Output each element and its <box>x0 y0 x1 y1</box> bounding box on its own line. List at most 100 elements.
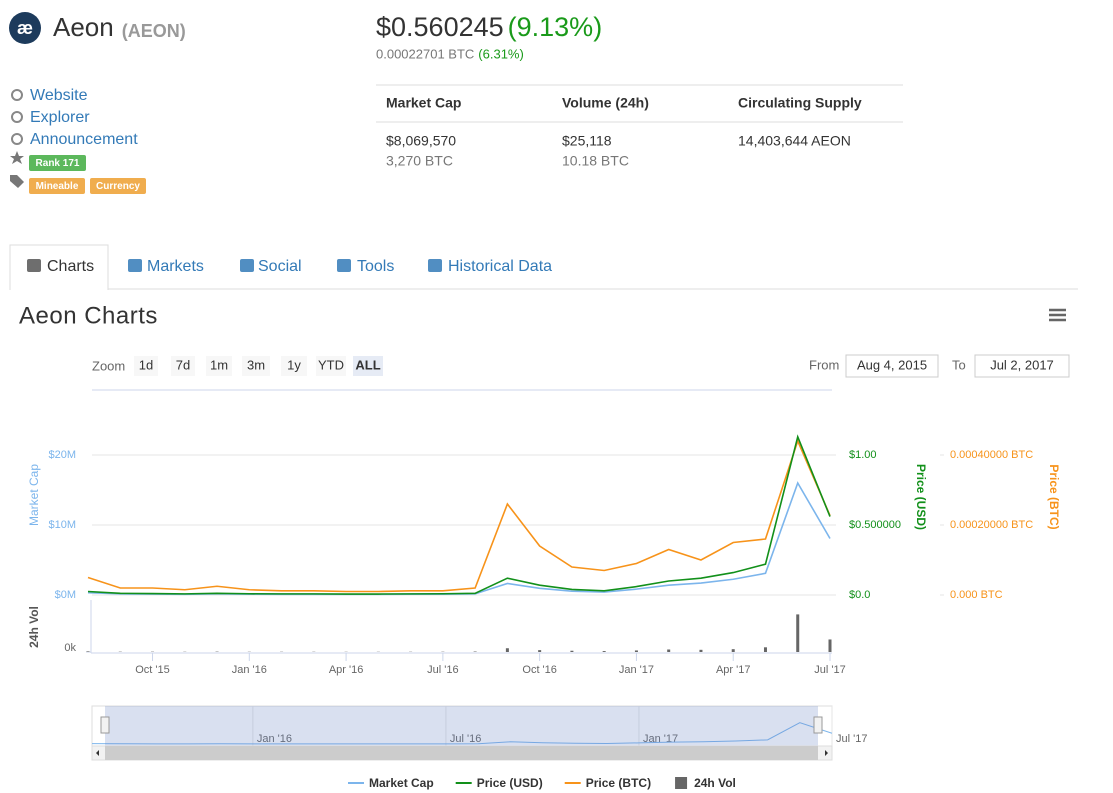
zoom-button[interactable] <box>206 356 232 376</box>
price: $0.560245 <box>376 12 504 42</box>
volume-bar <box>763 647 767 652</box>
link-icon <box>11 111 23 123</box>
volume-bar <box>538 650 542 652</box>
series-line <box>87 434 831 595</box>
rank-text: Rank 171 <box>36 158 80 169</box>
zoom-button-label[interactable]: 1d <box>139 357 153 372</box>
tab[interactable]: Markets <box>147 258 204 275</box>
volume-bar <box>570 650 574 652</box>
from-value[interactable]: Aug 4, 2015 <box>857 357 927 372</box>
tab[interactable]: Social <box>258 258 302 275</box>
zoom-button[interactable] <box>353 356 383 376</box>
stat-header: Volume (24h) <box>562 95 649 111</box>
zoom-label: Zoom <box>92 358 125 373</box>
volume-bar <box>667 649 671 652</box>
zoom-button-label[interactable]: 1m <box>210 357 228 372</box>
coin-name: Aeon <box>53 12 114 42</box>
to-label: To <box>952 357 966 372</box>
scrollbar-thumb[interactable] <box>105 746 818 760</box>
y3-tick-label: 0.00020000 BTC <box>950 519 1033 531</box>
series-line <box>87 481 831 596</box>
price-btc-change: (6.31%) <box>478 46 524 61</box>
volume-bar <box>828 639 832 652</box>
tag-icon <box>10 175 24 188</box>
volume-bar <box>86 651 90 652</box>
stat-value: 10.18 BTC <box>562 153 629 169</box>
rank-badge <box>29 155 86 171</box>
vol-tick-label: 0k <box>64 642 76 654</box>
series-line <box>87 438 831 593</box>
tab-icon <box>337 259 351 272</box>
navigator-line <box>91 722 833 745</box>
y3-tick-label: 0.000 BTC <box>950 589 1003 601</box>
y2-axis-title: Price (USD) <box>914 464 928 530</box>
y3-tick-label: 0.00040000 BTC <box>950 449 1033 461</box>
legend-label[interactable]: Market Cap <box>369 776 434 790</box>
y2-tick-label: $0.500000 <box>849 519 901 531</box>
y-tick-label: $20M <box>48 449 76 461</box>
link[interactable]: Announcement <box>30 131 138 148</box>
volume-bar <box>796 614 800 652</box>
zoom-button[interactable] <box>242 356 270 376</box>
y-tick-label: $0M <box>55 589 76 601</box>
navigator-handle[interactable] <box>813 716 823 734</box>
link-icon <box>11 133 23 145</box>
from-input[interactable] <box>845 354 939 378</box>
stat-value: 3,270 BTC <box>386 153 453 169</box>
y2-tick-label: $0.0 <box>849 589 870 601</box>
tag-badge <box>90 178 146 194</box>
volume-bar <box>505 648 509 652</box>
link[interactable]: Website <box>30 87 88 104</box>
logo-text: æ <box>17 18 33 38</box>
zoom-button-label[interactable]: ALL <box>355 357 380 372</box>
zoom-button[interactable] <box>171 356 195 376</box>
x-tick-label: Jan '16 <box>232 664 267 676</box>
y-tick-label: $10M <box>48 519 76 531</box>
tab-icon <box>428 259 442 272</box>
link-icon <box>11 89 23 101</box>
coin-symbol: (AEON) <box>122 21 186 41</box>
price-btc: 0.00022701 BTC <box>376 46 474 61</box>
x-tick-label: Apr '16 <box>329 664 364 676</box>
zoom-button-label[interactable]: 1y <box>287 357 301 372</box>
x-tick-label: Jan '17 <box>619 664 654 676</box>
stat-header: Market Cap <box>386 95 461 111</box>
star-icon <box>10 151 24 164</box>
zoom-button-label[interactable]: 7d <box>176 357 190 372</box>
x-tick-label: Oct '16 <box>522 664 557 676</box>
stat-value: $8,069,570 <box>386 133 456 149</box>
x-tick-label: Oct '15 <box>135 664 170 676</box>
tab[interactable]: Charts <box>47 258 94 275</box>
navigator <box>91 705 833 747</box>
zoom-button[interactable] <box>134 356 158 376</box>
tab[interactable]: Tools <box>357 258 394 275</box>
tab-icon <box>27 259 41 272</box>
tab[interactable]: Historical Data <box>448 258 552 275</box>
to-input[interactable] <box>974 354 1070 378</box>
tab-icon <box>128 259 142 272</box>
stat-value: $25,118 <box>562 133 612 149</box>
zoom-button[interactable] <box>316 356 346 376</box>
tab-mask <box>11 288 107 291</box>
legend-label[interactable]: Price (BTC) <box>586 776 651 790</box>
legend-label[interactable]: 24h Vol <box>694 776 736 790</box>
link[interactable]: Explorer <box>30 109 90 126</box>
zoom-button-label[interactable]: 3m <box>247 357 265 372</box>
chart-title: Aeon Charts <box>19 302 158 329</box>
x-tick-label: Apr '17 <box>716 664 751 676</box>
volume-bar <box>602 651 606 652</box>
legend-label[interactable]: Price (USD) <box>477 776 543 790</box>
navigator-tick-label: Jul '16 <box>450 733 481 745</box>
price-change: (9.13%) <box>508 12 603 42</box>
to-value[interactable]: Jul 2, 2017 <box>990 357 1054 372</box>
active-tab <box>9 244 109 290</box>
zoom-button-label[interactable]: YTD <box>318 357 344 372</box>
x-tick-label: Jul '17 <box>814 664 845 676</box>
navigator-tick-label: Jul '17 <box>836 733 867 745</box>
navigator-handle[interactable] <box>100 716 110 734</box>
zoom-button[interactable] <box>281 356 307 376</box>
y-axis-title: Market Cap <box>27 464 41 526</box>
x-tick-label: Jul '16 <box>427 664 458 676</box>
y2-tick-label: $1.00 <box>849 449 877 461</box>
navigator-tick-label: Jan '16 <box>257 733 292 745</box>
